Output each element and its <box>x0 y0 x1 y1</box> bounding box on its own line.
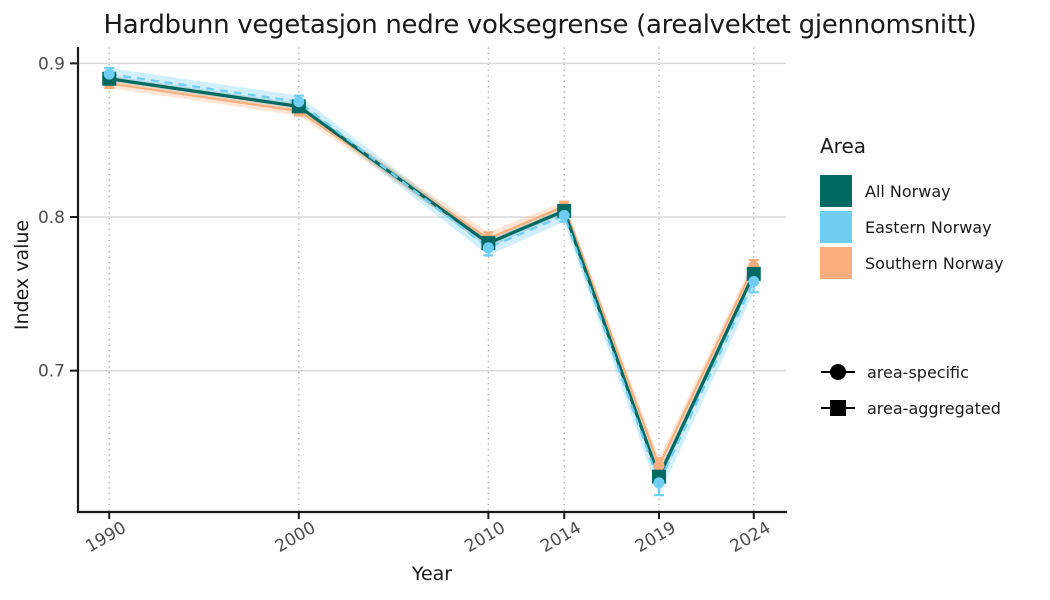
legend-item-area-aggregated: area-aggregated <box>820 390 1001 426</box>
ribbon-southern-norway <box>109 78 754 474</box>
marker-eastern-norway <box>482 242 494 254</box>
x-tick-label: 2010 <box>461 518 508 557</box>
all-norway-swatch <box>820 175 852 207</box>
ribbon-eastern-norway <box>109 67 754 496</box>
x-tick-label: 2024 <box>727 518 774 557</box>
legend-label: All Norway <box>865 181 951 201</box>
legend-area: Area All Norway Eastern Norway Southern … <box>820 134 1004 281</box>
x-tick-label: 1990 <box>82 518 129 557</box>
legend-label: Southern Norway <box>865 253 1004 273</box>
x-tick-label: 2000 <box>272 518 319 557</box>
x-axis-title: Year <box>411 563 453 585</box>
legend-item-eastern-norway: Eastern Norway <box>820 209 1004 245</box>
circle-key-icon <box>821 364 855 380</box>
y-tick-label: 0.8 <box>38 208 65 228</box>
marker-eastern-norway <box>653 477 665 489</box>
y-tick-label: 0.9 <box>38 54 65 74</box>
legend-label: area-specific <box>867 362 969 382</box>
line-all-norway <box>108 77 756 481</box>
legend-shapes: area-specific area-aggregated <box>820 354 1001 426</box>
marker-eastern-norway <box>103 68 115 80</box>
line-southern-norway <box>109 82 755 469</box>
line-eastern-norway <box>109 73 755 486</box>
legend-item-all-norway: All Norway <box>820 173 1004 209</box>
legend-item-southern-norway: Southern Norway <box>820 245 1004 281</box>
ribbon-all-norway <box>109 75 754 483</box>
x-tick-label: 2019 <box>632 518 679 557</box>
legend-area-title: Area <box>820 134 867 158</box>
legend-label: area-aggregated <box>867 398 1001 418</box>
marker-eastern-norway <box>558 209 570 221</box>
legend-label: Eastern Norway <box>865 217 992 237</box>
marker-southern-norway <box>653 460 665 472</box>
legend-item-area-specific: area-specific <box>820 354 1001 390</box>
x-tick-label: 2014 <box>537 518 584 557</box>
square-key-icon <box>821 400 855 416</box>
marker-eastern-norway <box>293 96 305 108</box>
chart-title: Hardbunn vegetasjon nedre voksegrense (a… <box>103 10 977 40</box>
y-tick-label: 0.7 <box>38 362 65 382</box>
marker-eastern-norway <box>748 276 760 288</box>
eastern-norway-swatch <box>820 211 852 243</box>
southern-norway-swatch <box>820 247 852 279</box>
y-axis-title: Index value <box>11 219 33 331</box>
